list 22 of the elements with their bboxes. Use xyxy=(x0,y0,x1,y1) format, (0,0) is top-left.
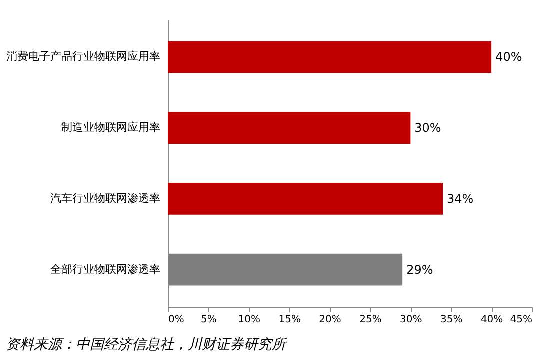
bar xyxy=(168,41,492,74)
bar xyxy=(168,112,411,144)
x-tick-label: 10% xyxy=(238,314,261,326)
x-tick-label: 25% xyxy=(360,314,382,326)
data-label: 34% xyxy=(447,192,474,206)
x-tick-label: 45% xyxy=(510,314,532,326)
y-tick-label: 消费电子产品行业物联网应用率 xyxy=(6,50,160,64)
y-tick-label: 全部行业物联网渗透率 xyxy=(50,262,160,276)
y-tick-label: 汽车行业物联网渗透率 xyxy=(50,192,160,205)
data-label: 29% xyxy=(406,262,434,277)
x-tick-label: 40% xyxy=(480,314,504,326)
text: 资料来源：中国经济信息社，川财证券研究所 xyxy=(6,337,288,353)
data-label: 30% xyxy=(414,121,442,136)
x-tick-label: 20% xyxy=(319,314,342,326)
x-tick-label: 30% xyxy=(400,314,422,326)
y-tick-label: 制造业物联网应用率 xyxy=(62,121,160,134)
data-label: 40% xyxy=(496,50,522,64)
bar xyxy=(168,182,444,215)
x-tick-label: 0% xyxy=(168,314,184,326)
x-tick-label: 35% xyxy=(440,314,463,326)
x-tick-label: 5% xyxy=(201,314,217,326)
x-tick-label: 15% xyxy=(278,314,301,326)
